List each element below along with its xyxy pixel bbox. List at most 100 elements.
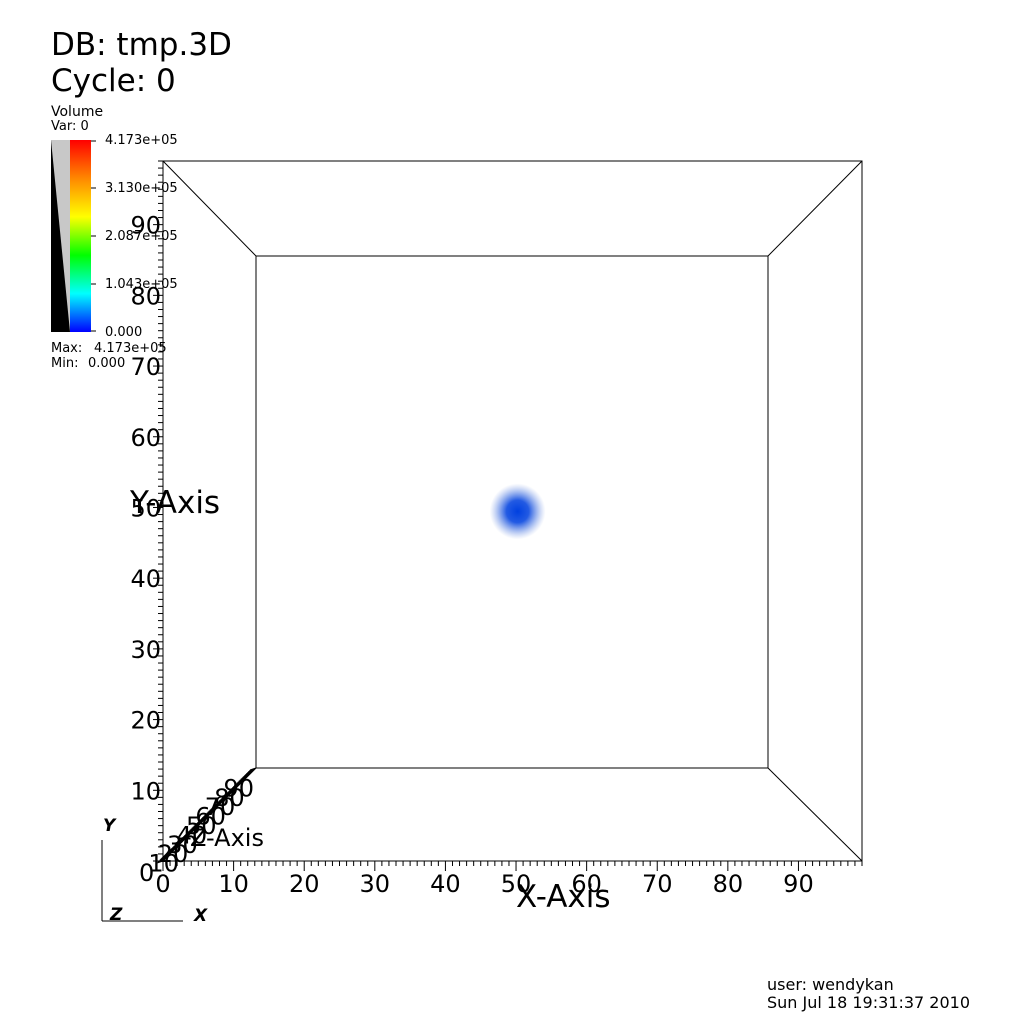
z-tick-mark xyxy=(204,812,212,816)
z-tick-label: 20 xyxy=(158,840,189,868)
triad-x-label: X xyxy=(193,906,208,926)
z-tick-mark xyxy=(194,822,201,826)
z-tick-label: 60 xyxy=(195,803,226,831)
z-tick-mark xyxy=(203,813,211,817)
z-tick-mark xyxy=(246,771,253,775)
volume-blob xyxy=(489,483,546,540)
y-tick-label: 50 xyxy=(130,494,161,522)
z-tick-mark xyxy=(185,832,192,836)
z-tick-mark xyxy=(182,835,189,839)
z-tick-mark xyxy=(237,779,244,783)
z-tick-mark xyxy=(156,860,164,864)
z-tick-mark xyxy=(244,773,251,777)
bounding-box-outer xyxy=(162,160,863,862)
timestamp: Sun Jul 18 19:31:37 2010 xyxy=(767,993,971,1012)
z-tick-mark xyxy=(243,774,250,778)
x-tick-label: 90 xyxy=(783,870,814,898)
y-tick-label: 40 xyxy=(130,565,161,593)
y-tick-label: 60 xyxy=(130,424,161,452)
x-tick-label: 80 xyxy=(713,870,744,898)
x-tick-label: 10 xyxy=(218,870,249,898)
z-tick-mark xyxy=(188,828,196,832)
z-tick-mark xyxy=(206,810,213,814)
z-tick-label: 30 xyxy=(167,831,198,859)
y-tick-label: 30 xyxy=(130,636,161,664)
opacity-ramp xyxy=(51,140,70,332)
x-tick-label: 0 xyxy=(155,870,170,898)
z-tick-mark xyxy=(181,836,188,840)
y-tick-label: 20 xyxy=(130,707,161,735)
z-tick-mark xyxy=(230,787,237,791)
z-tick-mark xyxy=(236,780,244,784)
z-tick-mark xyxy=(214,803,221,807)
z-tick-mark xyxy=(228,789,235,793)
z-tick-mark xyxy=(189,827,197,831)
z-tick-label: 90 xyxy=(224,774,255,802)
z-tick-mark xyxy=(169,848,176,852)
z-tick-mark xyxy=(224,792,231,796)
z-tick-mark xyxy=(240,776,247,780)
z-tick-mark xyxy=(209,807,216,811)
y-tick-label: 70 xyxy=(130,353,161,381)
legend-colorbar xyxy=(51,140,96,332)
z-tick-mark xyxy=(185,831,193,835)
x-tick-label: 70 xyxy=(642,870,673,898)
z-tick-mark xyxy=(232,784,240,788)
z-tick-mark xyxy=(161,855,168,859)
z-tick-mark xyxy=(173,843,181,847)
z-tick-label: 70 xyxy=(205,793,236,821)
z-tick-mark xyxy=(197,820,204,824)
x-axis-tick-labels: 0 10 20 30 40 50 60 70 80 90 xyxy=(155,870,813,898)
z-tick-mark xyxy=(184,833,191,837)
z-tick-mark xyxy=(216,801,223,805)
z-tick-mark xyxy=(168,849,175,853)
z-tick-label: 10 xyxy=(148,850,179,878)
z-tick-mark xyxy=(247,769,255,773)
z-tick-mark xyxy=(215,802,222,806)
x-tick-label: 20 xyxy=(289,870,320,898)
y-tick-label: 10 xyxy=(130,777,161,805)
z-tick-mark xyxy=(175,841,182,845)
z-tick-mark xyxy=(213,804,220,808)
z-tick-mark xyxy=(164,853,171,856)
z-tick-mark xyxy=(245,772,252,776)
z-tick-mark xyxy=(217,799,225,803)
z-tick-mark xyxy=(233,783,241,787)
z-tick-mark xyxy=(231,786,238,790)
legend-tick-label: 4.173e+05 xyxy=(105,133,178,148)
z-tick-mark xyxy=(158,858,166,862)
user-label: user: wendykan xyxy=(767,975,894,994)
z-tick-mark xyxy=(239,777,246,781)
z-tick-mark xyxy=(157,859,165,863)
z-tick-mark xyxy=(231,785,239,789)
z-tick-mark xyxy=(183,834,190,838)
legend-max-value: 4.173e+05 xyxy=(94,341,167,356)
legend-variable: Var: 0 xyxy=(51,119,89,134)
z-tick-mark xyxy=(216,800,224,804)
z-tick-mark xyxy=(225,791,232,795)
z-tick-label: 50 xyxy=(186,812,217,840)
y-tick-label: 90 xyxy=(130,212,161,240)
z-tick-mark xyxy=(234,782,242,786)
z-tick-mark xyxy=(195,822,202,825)
z-tick-mark xyxy=(226,791,233,794)
z-axis-minor-ticks xyxy=(156,767,257,864)
z-tick-mark xyxy=(218,798,226,802)
x-tick-label: 30 xyxy=(360,870,391,898)
z-tick-mark xyxy=(219,797,227,801)
y-axis-tick-labels: 10 20 30 40 50 60 70 80 90 xyxy=(130,212,161,806)
legend-title: Volume xyxy=(51,104,104,120)
z-tick-mark xyxy=(163,853,170,857)
z-tick-mark xyxy=(238,778,245,782)
z-tick-label: 80 xyxy=(214,784,245,812)
z-tick-mark xyxy=(190,826,197,830)
z-axis-title: Z-Axis xyxy=(190,824,264,852)
z-tick-mark xyxy=(178,838,185,842)
legend-min-value: 0.000 xyxy=(88,356,126,371)
z-tick-mark xyxy=(247,770,254,774)
z-tick-mark xyxy=(179,837,186,841)
y-tick-label: 80 xyxy=(130,282,161,310)
x-tick-label: 40 xyxy=(430,870,461,898)
